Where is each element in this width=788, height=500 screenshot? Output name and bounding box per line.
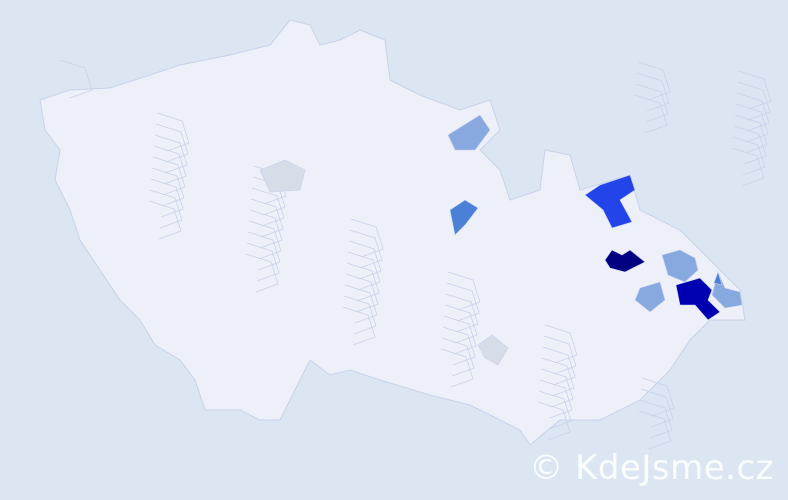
- district-border: [249, 209, 283, 249]
- district-border: [343, 295, 377, 335]
- district-border: [539, 379, 573, 419]
- district-border: [350, 218, 384, 258]
- district-highlighted: [634, 281, 666, 313]
- district-highlighted: [661, 249, 699, 283]
- district-border: [540, 368, 574, 408]
- district-border: [732, 136, 766, 176]
- district-border: [347, 251, 381, 291]
- watermark: © KdeJsme.cz: [529, 448, 774, 488]
- district-border: [442, 326, 476, 366]
- district-border: [149, 189, 183, 229]
- district-border: [342, 306, 376, 346]
- district-border: [153, 145, 187, 185]
- district-border: [446, 282, 480, 322]
- district-border: [246, 242, 280, 282]
- district-border: [731, 147, 765, 187]
- district-border: [441, 337, 475, 377]
- district-border: [538, 390, 572, 430]
- district-border: [251, 187, 285, 227]
- district-border: [148, 200, 182, 240]
- district-border: [544, 324, 578, 364]
- district-highlighted: [584, 174, 636, 229]
- district-border: [543, 335, 577, 375]
- district-border: [443, 315, 477, 355]
- district-border: [445, 293, 479, 333]
- district-highlighted: [259, 159, 306, 193]
- district-border: [635, 83, 669, 123]
- district-border: [736, 92, 770, 132]
- district-border: [537, 401, 571, 441]
- district-border: [639, 399, 673, 439]
- district-border: [734, 114, 768, 154]
- district-border: [738, 70, 772, 110]
- district-highlighted: [675, 277, 721, 321]
- district-border: [542, 346, 576, 386]
- district-highlighted: [477, 334, 509, 366]
- district-border: [154, 134, 188, 174]
- district-border: [248, 220, 282, 260]
- district-border: [637, 61, 671, 101]
- district-border: [346, 262, 380, 302]
- district-border: [150, 178, 184, 218]
- district-border: [735, 103, 769, 143]
- district-border: [447, 271, 481, 311]
- district-border: [250, 198, 284, 238]
- district-border: [541, 357, 575, 397]
- country-outline: [39, 19, 746, 446]
- district-highlighted: [604, 249, 646, 273]
- district-border: [349, 229, 383, 269]
- district-border: [444, 304, 478, 344]
- district-border: [641, 377, 675, 417]
- district-border: [733, 125, 767, 165]
- district-border: [640, 388, 674, 428]
- district-border: [440, 348, 474, 388]
- district-highlighted: [713, 271, 723, 286]
- district-border: [247, 231, 281, 271]
- district-border: [156, 112, 190, 152]
- district-border: [155, 123, 189, 163]
- district-border: [638, 410, 672, 450]
- district-border: [634, 94, 668, 134]
- district-border: [636, 72, 670, 112]
- district-border: [245, 253, 279, 293]
- district-border: [151, 167, 185, 207]
- district-border: [344, 284, 378, 324]
- district-border: [345, 273, 379, 313]
- district-highlighted: [447, 114, 491, 151]
- district-border: [737, 81, 771, 121]
- district-highlighted: [449, 199, 479, 236]
- district-border: [152, 156, 186, 196]
- district-border: [348, 240, 382, 280]
- district-border: [59, 59, 93, 99]
